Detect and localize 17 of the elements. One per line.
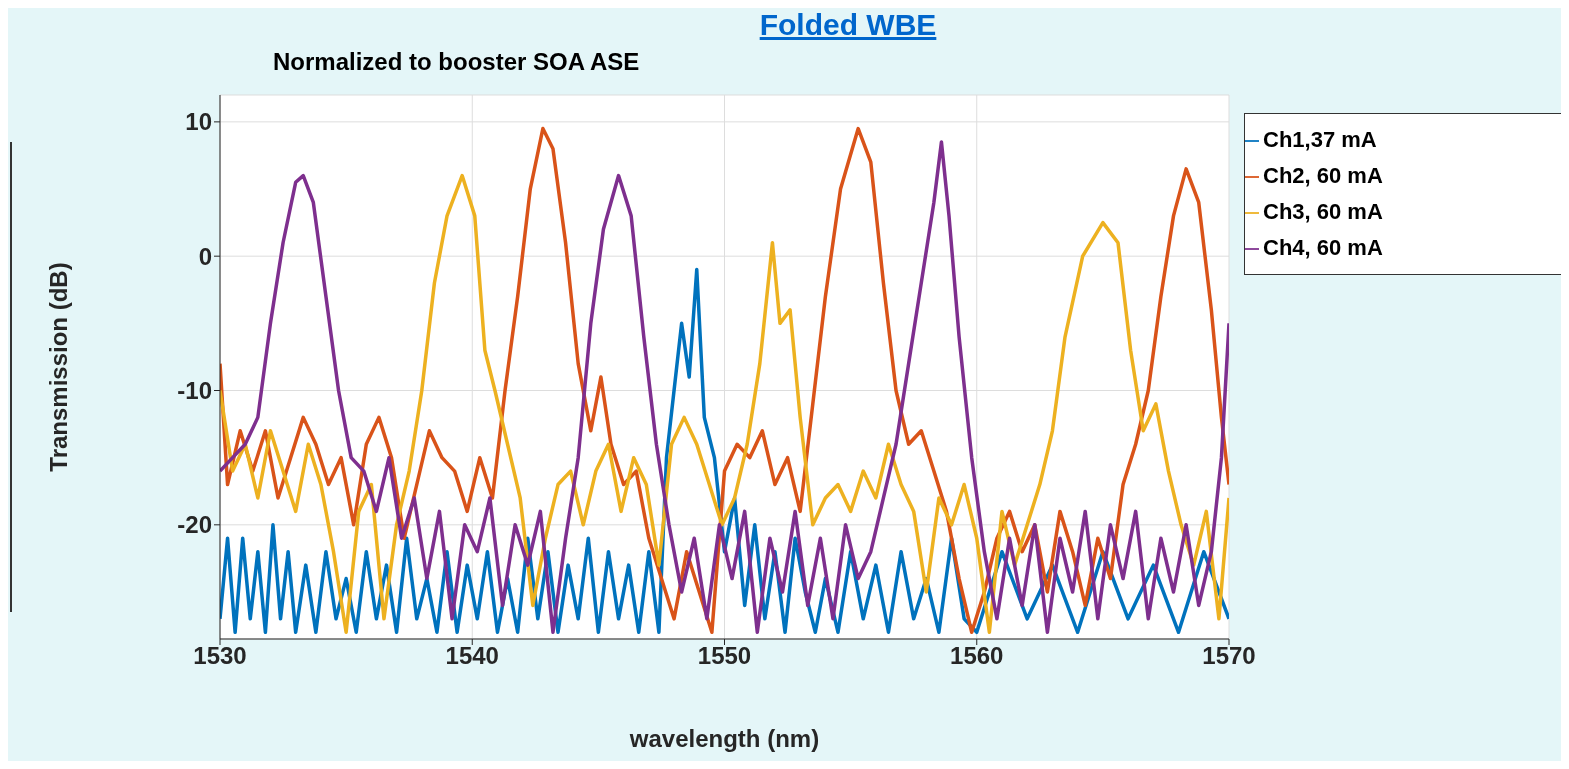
x-tick-label: 1570 — [1202, 642, 1256, 670]
x-tick-label: 1560 — [950, 642, 1004, 670]
legend-label: Ch3, 60 mA — [1263, 199, 1383, 224]
x-axis-title: wavelength (nm) — [628, 725, 820, 752]
chart-subtitle: Normalized to booster SOA ASE — [273, 48, 640, 76]
legend-label: Ch1,37 mA — [1263, 127, 1377, 152]
y-tick-label: -20 — [177, 511, 212, 539]
chart-title: Folded WBE — [758, 8, 938, 42]
x-tick-label: 1550 — [697, 642, 752, 670]
y-tick-label: 0 — [198, 242, 212, 270]
legend-label: Ch4, 60 mA — [1263, 235, 1383, 260]
x-tick-label: 1530 — [193, 642, 247, 670]
y-axis-title: Transmission (dB) — [44, 262, 72, 472]
legend-label: Ch2, 60 mA — [1263, 163, 1383, 188]
x-tick-label: 1540 — [445, 642, 499, 670]
y-tick-label: 10 — [185, 108, 212, 136]
y-tick-label: -10 — [177, 377, 212, 405]
